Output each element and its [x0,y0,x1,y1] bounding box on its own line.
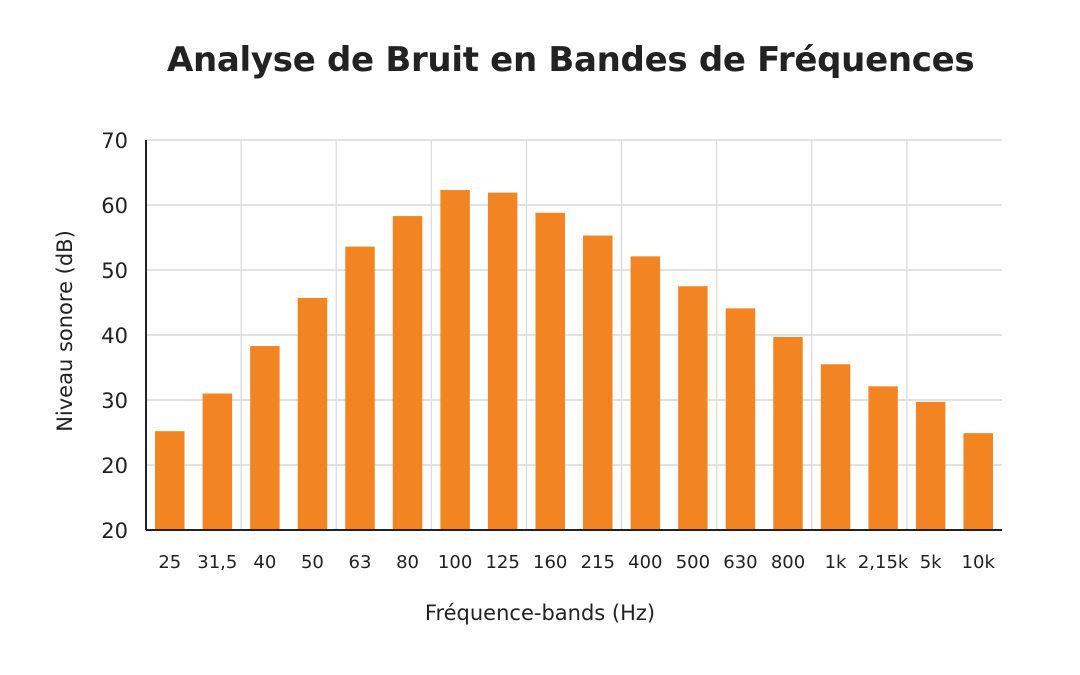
chart-title: Analyse de Bruit en Bandes de Fréquences [167,40,975,80]
x-tick-label: 40 [253,552,276,573]
axes [145,140,1002,531]
bar [678,286,708,530]
x-tick-label: 125 [485,552,519,573]
bar [250,346,280,530]
y-tick-labels: 20 20 30 40 50 60 70 [101,129,128,543]
x-tick-label: 630 [723,552,757,573]
bar [345,246,375,530]
bar [392,216,423,531]
bars [155,190,993,531]
x-tick-label: 400 [628,552,662,573]
bar [725,308,756,530]
x-tick-label: 160 [533,552,567,573]
x-tick-label: 800 [771,552,805,573]
x-tick-label: 215 [581,552,615,573]
x-tick-label: 500 [676,552,710,573]
bar [963,433,993,530]
bar [630,256,661,530]
x-tick-labels: 25 31,5 40 50 63 80 100 125 160 215 400 500 630 800 1k… [158,552,995,573]
bar [440,190,470,531]
x-tick-label: 31,5 [197,552,237,573]
y-tick-label: 50 [101,259,128,283]
bar [868,386,898,530]
x-tick-label: 100 [438,552,472,573]
bar [202,393,233,530]
x-axis-title: Fréquence-bands (Hz) [425,601,655,625]
y-tick-label: 70 [101,129,128,153]
x-tick-label: 80 [396,552,419,573]
bar [297,297,328,530]
x-tick-label: 25 [158,552,181,573]
bar [535,212,565,531]
y-tick-label: 40 [101,324,128,348]
x-tick-label: 2,15k [858,552,909,573]
bar [583,235,613,531]
y-tick-label: 20 [101,519,128,543]
x-tick-label: 63 [349,552,372,573]
bar [915,401,946,530]
y-tick-label: 30 [101,389,128,413]
x-tick-label: 50 [301,552,324,573]
y-tick-label: 20 [101,454,128,478]
x-tick-label: 5k [920,552,942,573]
x-tick-label: 10k [962,552,996,573]
bar [820,364,851,530]
grid-lines [146,139,1002,530]
bar [773,336,803,530]
bar [487,192,518,530]
x-tick-label: 1k [825,552,847,573]
bar [155,431,185,530]
y-tick-label: 60 [101,194,128,218]
y-axis-title: Niveau sonore (dB) [53,230,77,432]
